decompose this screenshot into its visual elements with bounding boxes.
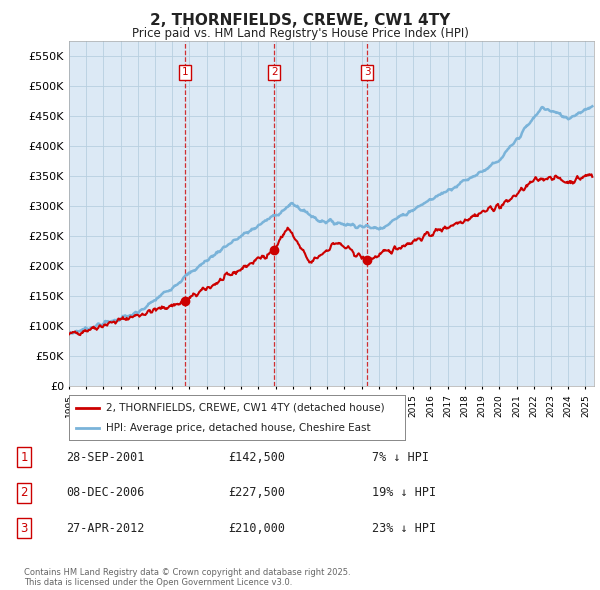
Text: 23% ↓ HPI: 23% ↓ HPI: [372, 522, 436, 535]
Text: Contains HM Land Registry data © Crown copyright and database right 2025.
This d: Contains HM Land Registry data © Crown c…: [24, 568, 350, 587]
Text: 2, THORNFIELDS, CREWE, CW1 4TY: 2, THORNFIELDS, CREWE, CW1 4TY: [150, 13, 450, 28]
Text: 1: 1: [20, 451, 28, 464]
Text: 2: 2: [20, 486, 28, 499]
Text: 2: 2: [271, 67, 278, 77]
Text: 08-DEC-2006: 08-DEC-2006: [66, 486, 145, 499]
Text: Price paid vs. HM Land Registry's House Price Index (HPI): Price paid vs. HM Land Registry's House …: [131, 27, 469, 40]
Text: 28-SEP-2001: 28-SEP-2001: [66, 451, 145, 464]
Text: HPI: Average price, detached house, Cheshire East: HPI: Average price, detached house, Ches…: [106, 424, 371, 434]
Text: £142,500: £142,500: [228, 451, 285, 464]
Text: 2, THORNFIELDS, CREWE, CW1 4TY (detached house): 2, THORNFIELDS, CREWE, CW1 4TY (detached…: [106, 403, 385, 412]
Text: £227,500: £227,500: [228, 486, 285, 499]
Text: 19% ↓ HPI: 19% ↓ HPI: [372, 486, 436, 499]
Text: 7% ↓ HPI: 7% ↓ HPI: [372, 451, 429, 464]
Text: 27-APR-2012: 27-APR-2012: [66, 522, 145, 535]
Text: £210,000: £210,000: [228, 522, 285, 535]
Text: 3: 3: [364, 67, 370, 77]
Text: 3: 3: [20, 522, 28, 535]
Text: 1: 1: [182, 67, 188, 77]
